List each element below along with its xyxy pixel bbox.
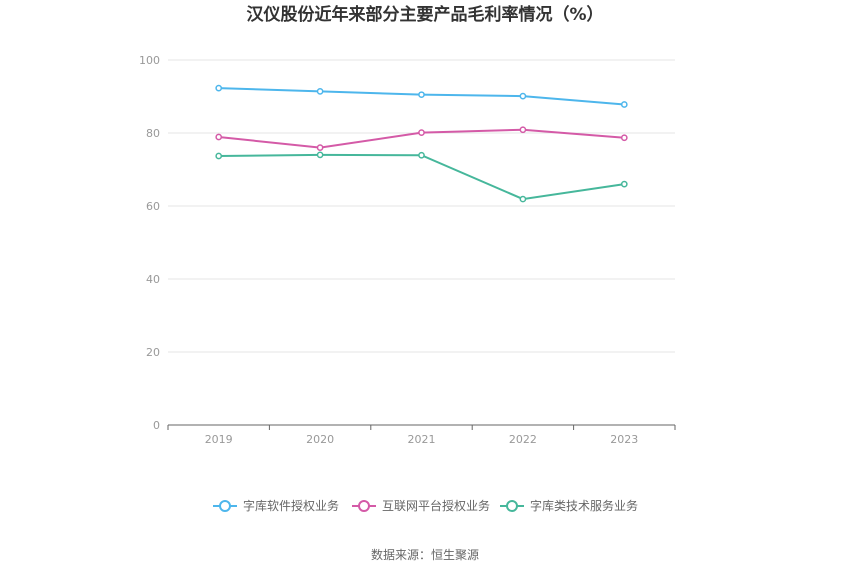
data-point[interactable]: [215, 133, 223, 141]
data-point[interactable]: [215, 84, 223, 92]
legend-label: 字库软件授权业务: [243, 498, 339, 513]
grid: [168, 59, 675, 353]
data-point[interactable]: [418, 151, 425, 159]
data-point[interactable]: [316, 88, 324, 95]
chart-title: 汉仪股份近年来部分主要产品毛利率情况（%）: [246, 4, 603, 25]
series-2: [215, 126, 628, 151]
x-tick-label: 2020: [306, 433, 334, 446]
legend-item[interactable]: 字库类技术服务业务: [500, 498, 638, 513]
series-1: [215, 84, 628, 108]
x-tick-label: 2022: [509, 433, 537, 446]
legend-marker-icon: [358, 500, 370, 512]
data-point[interactable]: [620, 101, 628, 108]
y-tick-label: 20: [146, 346, 160, 359]
data-point[interactable]: [418, 91, 425, 99]
x-tick-label: 2023: [610, 433, 638, 446]
data-point[interactable]: [519, 126, 527, 134]
data-point[interactable]: [620, 134, 628, 142]
data-point[interactable]: [316, 144, 324, 151]
legend-marker-icon: [219, 500, 231, 512]
y-tick-label: 60: [146, 200, 160, 213]
axes: 0 20 40 60 80 100 2019 2020 2021 2022 2023: [139, 54, 676, 446]
legend-item[interactable]: 字库软件授权业务: [213, 498, 339, 513]
y-tick-label: 100: [139, 54, 160, 67]
series-3: [215, 151, 628, 203]
y-tick-label: 40: [146, 273, 160, 286]
legend-item[interactable]: 互联网平台授权业务: [352, 498, 490, 513]
data-point[interactable]: [418, 129, 425, 136]
legend: 字库软件授权业务 互联网平台授权业务 字库类技术服务业务: [213, 498, 638, 513]
y-tick-label: 0: [153, 419, 160, 432]
x-tick-label: 2019: [205, 433, 233, 446]
legend-label: 互联网平台授权业务: [382, 498, 490, 513]
data-point[interactable]: [215, 152, 223, 160]
data-point[interactable]: [316, 151, 324, 159]
data-point[interactable]: [519, 92, 527, 100]
y-tick-label: 80: [146, 127, 160, 140]
source-note: 数据来源：恒生聚源: [371, 547, 479, 562]
series-line: [218, 153, 625, 201]
legend-marker-icon: [506, 500, 518, 512]
x-tick-label: 2021: [408, 433, 436, 446]
data-point[interactable]: [620, 180, 628, 188]
legend-label: 字库类技术服务业务: [530, 498, 638, 513]
data-point[interactable]: [519, 195, 527, 203]
series-layer: [215, 84, 628, 203]
